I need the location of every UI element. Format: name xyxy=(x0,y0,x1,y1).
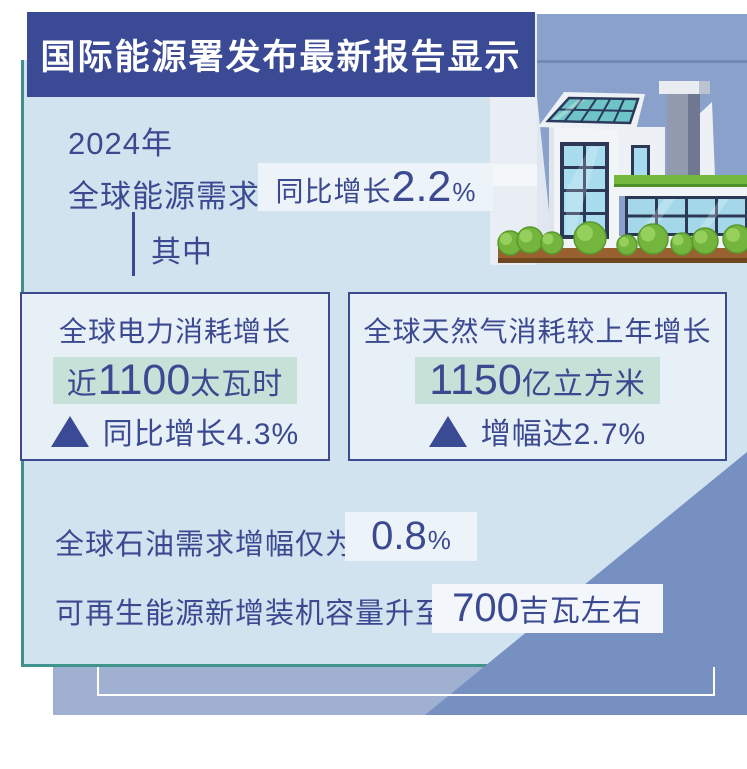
electricity-amount-highlight: 近 1100 太瓦时 xyxy=(52,356,298,404)
oil-unit: % xyxy=(427,525,451,555)
up-triangle-icon xyxy=(50,415,89,447)
gas-stat-box: 全球天然气消耗较上年增长 1150 亿立方米 增幅达2.7% xyxy=(348,292,727,461)
bushes-icon xyxy=(497,221,747,256)
oil-value: 0.8 xyxy=(371,514,427,558)
banner-title: 国际能源署发布最新报告显示 xyxy=(40,38,522,77)
gas-amount-highlight: 1150 亿立方米 xyxy=(415,356,660,404)
electricity-amount-unit: 太瓦时 xyxy=(190,368,284,401)
electricity-stat-box: 全球电力消耗增长 近 1100 太瓦时 同比增长4.3% xyxy=(20,292,330,461)
demand-growth-unit: % xyxy=(452,176,476,207)
gas-amount-value: 1150 xyxy=(429,356,522,404)
gas-growth-text: 增幅达2.7% xyxy=(480,418,647,451)
electricity-amount-value: 1100 xyxy=(97,356,191,404)
oil-label: 全球石油需求增幅仅为 xyxy=(55,529,356,561)
demand-growth-value: 2.2 xyxy=(391,162,452,211)
oil-value-box: 0.8 % xyxy=(345,512,477,561)
gas-title: 全球天然气消耗较上年增长 xyxy=(363,316,712,347)
building-illustration xyxy=(490,14,747,265)
demand-growth-prefix: 同比增长 xyxy=(275,175,392,207)
electricity-amount-prefix: 近 xyxy=(66,368,98,401)
branch-connector-line xyxy=(132,212,135,276)
solar-panel-icon xyxy=(545,96,640,125)
electricity-title: 全球电力消耗增长 xyxy=(58,316,291,347)
demand-label: 全球能源需求 xyxy=(68,179,260,214)
renewables-value-box: 700 吉瓦左右 xyxy=(432,584,663,633)
renewables-label: 可再生能源新增装机容量升至 xyxy=(55,598,446,630)
among-label: 其中 xyxy=(151,236,213,269)
renewables-value: 700 xyxy=(452,586,519,630)
year-label: 2024年 xyxy=(68,126,173,161)
up-triangle-icon xyxy=(428,415,467,447)
electricity-growth-text: 同比增长4.3% xyxy=(102,418,300,451)
gas-amount-unit: 亿立方米 xyxy=(521,368,646,401)
banner: 国际能源署发布最新报告显示 xyxy=(27,12,535,97)
renewables-unit: 吉瓦左右 xyxy=(518,595,643,628)
bottom-band-outline xyxy=(97,667,715,696)
demand-growth-value-box: 同比增长 2.2 % xyxy=(258,163,493,211)
